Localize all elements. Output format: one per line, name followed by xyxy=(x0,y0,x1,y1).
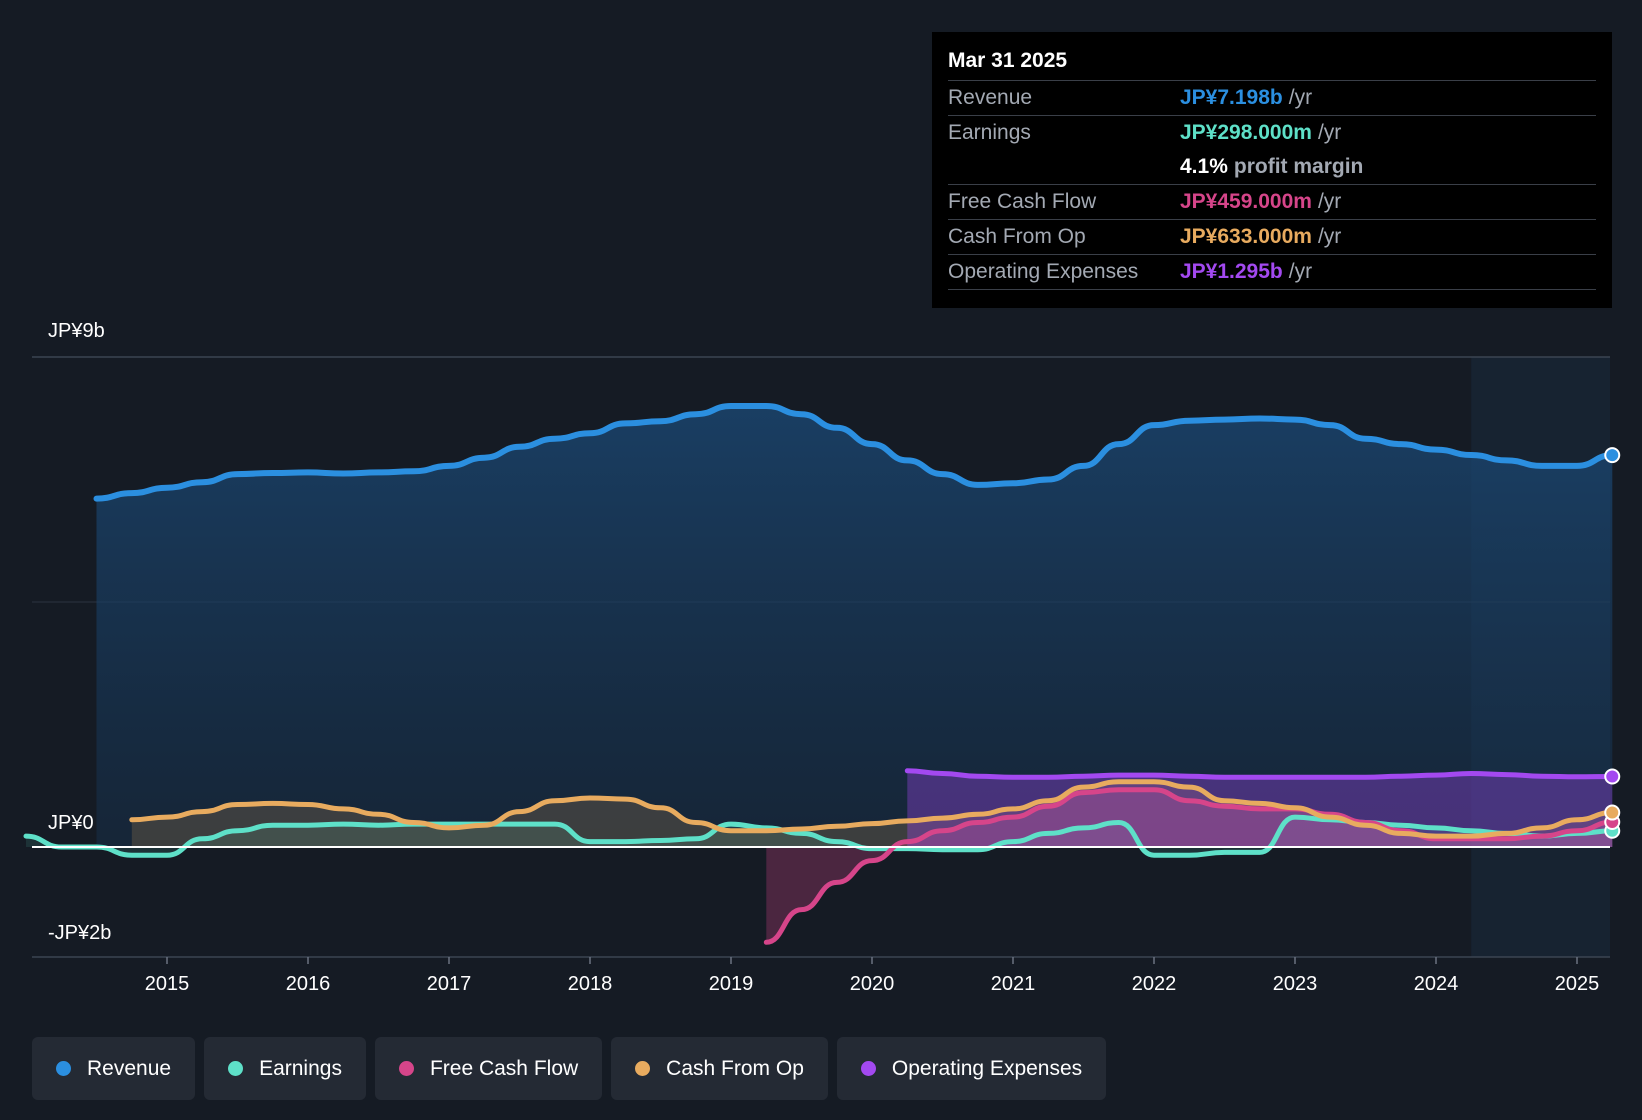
tooltip-row-revenue: Revenue JP¥7.198b /yr xyxy=(948,81,1596,116)
earnings-dot-icon xyxy=(228,1061,244,1076)
earnings-area xyxy=(26,817,1613,856)
tooltip-cfo-label: Cash From Op xyxy=(948,225,1086,248)
y-axis-bottom-label: -JP¥2b xyxy=(48,922,112,944)
x-tick-label-2025: 2025 xyxy=(1555,973,1600,995)
x-tick-label-2015: 2015 xyxy=(145,973,190,995)
legend-opex-button[interactable]: Operating Expenses xyxy=(836,1037,1107,1100)
fcf-line xyxy=(763,787,1615,945)
chart-legend: Revenue Earnings Free Cash Flow Cash Fro… xyxy=(32,1037,1107,1100)
cfo-area xyxy=(131,781,1613,847)
x-tick-label-2018: 2018 xyxy=(568,973,613,995)
tooltip-opex-unit: /yr xyxy=(1288,260,1313,283)
tooltip-cfo-value: JP¥633.000m xyxy=(1180,225,1312,248)
legend-revenue-label: Revenue xyxy=(87,1056,172,1080)
legend-revenue-button[interactable]: Revenue xyxy=(32,1037,196,1100)
legend-earnings-button[interactable]: Earnings xyxy=(204,1037,366,1100)
fcf-area xyxy=(766,789,1613,943)
x-tick-label-2022: 2022 xyxy=(1132,973,1177,995)
legend-fcf-button[interactable]: Free Cash Flow xyxy=(374,1037,603,1100)
tooltip-earnings-label: Earnings xyxy=(948,121,1031,144)
tooltip-fcf-unit: /yr xyxy=(1317,190,1342,213)
revenue-line xyxy=(93,403,1616,502)
tooltip-opex-label: Operating Expenses xyxy=(948,260,1139,283)
opex-dot-icon xyxy=(860,1061,876,1076)
data-tooltip: Mar 31 2025 Revenue JP¥7.198b /yr Earnin… xyxy=(932,32,1612,308)
tooltip-row-fcf: Free Cash Flow JP¥459.000m /yr xyxy=(948,185,1596,220)
series-areas xyxy=(26,406,1613,943)
cfo-endpoint xyxy=(1604,804,1621,821)
legend-opex-label: Operating Expenses xyxy=(891,1056,1083,1080)
x-axis-ticks: 2015 2016 2017 2018 2019 2020 2021 2022 2023 2024… xyxy=(145,957,1600,995)
legend-fcf-label: Free Cash Flow xyxy=(429,1056,579,1080)
x-tick-label-2019: 2019 xyxy=(709,973,754,995)
tooltip-earnings-unit: /yr xyxy=(1317,121,1342,144)
tooltip-earnings-value: JP¥298.000m xyxy=(1180,121,1312,144)
cfo-line xyxy=(129,779,1615,839)
tooltip-margin-value: 4.1% xyxy=(1180,155,1228,178)
opex-line xyxy=(904,768,1615,780)
legend-earnings-label: Earnings xyxy=(259,1056,342,1080)
x-tick-label-2020: 2020 xyxy=(850,973,895,995)
x-tick-label-2024: 2024 xyxy=(1414,973,1459,995)
tooltip-fcf-value: JP¥459.000m xyxy=(1180,190,1312,213)
tooltip-revenue-value: JP¥7.198b xyxy=(1180,86,1283,109)
y-axis-zero-label: JP¥0 xyxy=(48,812,94,834)
legend-cfo-label: Cash From Op xyxy=(666,1056,804,1080)
x-tick-label-2016: 2016 xyxy=(286,973,331,995)
tooltip-cfo-unit: /yr xyxy=(1317,225,1342,248)
series-lines xyxy=(23,403,1616,945)
tooltip-opex-value: JP¥1.295b xyxy=(1180,260,1283,283)
revenue-area xyxy=(96,406,1613,847)
tooltip-row-margin: 4.1% profit margin xyxy=(948,150,1596,185)
series-endpoints xyxy=(1604,447,1621,839)
x-tick-label-2023: 2023 xyxy=(1273,973,1318,995)
x-tick-label-2021: 2021 xyxy=(991,973,1036,995)
revenue-dot-icon xyxy=(56,1061,71,1076)
fcf-dot-icon xyxy=(398,1061,414,1076)
x-tick-label-2017: 2017 xyxy=(427,973,472,995)
tooltip-fcf-label: Free Cash Flow xyxy=(948,190,1097,213)
tooltip-date: Mar 31 2025 xyxy=(948,46,1596,81)
tooltip-row-opex: Operating Expenses JP¥1.295b /yr xyxy=(948,255,1596,290)
revenue-endpoint xyxy=(1604,447,1621,464)
legend-cfo-button[interactable]: Cash From Op xyxy=(611,1037,828,1100)
tooltip-revenue-unit: /yr xyxy=(1288,86,1313,109)
opex-endpoint xyxy=(1604,768,1621,785)
tooltip-row-cfo: Cash From Op JP¥633.000m /yr xyxy=(948,220,1596,255)
y-axis-top-label: JP¥9b xyxy=(48,320,105,342)
tooltip-row-earnings: Earnings JP¥298.000m /yr xyxy=(948,116,1596,150)
tooltip-margin-label: profit margin xyxy=(1233,155,1364,178)
tooltip-revenue-label: Revenue xyxy=(948,86,1033,109)
cfo-dot-icon xyxy=(635,1061,651,1076)
